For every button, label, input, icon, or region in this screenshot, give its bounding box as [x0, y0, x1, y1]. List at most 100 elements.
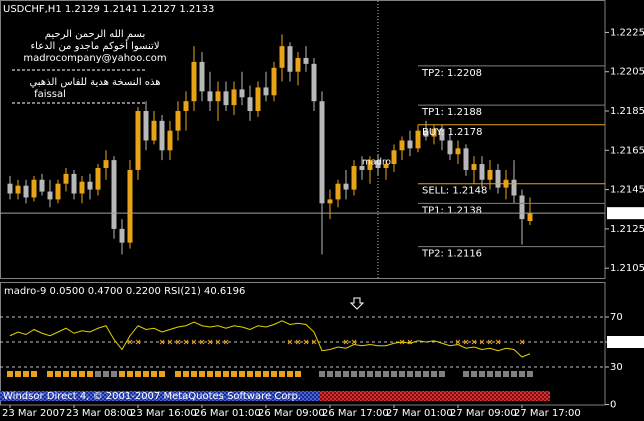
cross-marker: [487, 339, 493, 345]
candle-body: [455, 148, 461, 155]
cross-marker: [135, 339, 141, 345]
state-square: [143, 371, 149, 377]
y-tick-label: 0: [610, 400, 616, 411]
candle-body: [223, 91, 229, 106]
cross-marker: [303, 339, 309, 345]
candle-body: [407, 140, 413, 149]
panel-title: USDCHF,H1 1.2129 1.2141 1.2127 1.2133: [3, 4, 214, 15]
state-square: [495, 371, 501, 377]
candle-body: [143, 111, 149, 141]
candle-body: [207, 91, 213, 102]
cross-marker: [207, 339, 213, 345]
last-price-label: 1.2133: [610, 208, 644, 219]
candle-body: [279, 46, 285, 68]
state-square: [103, 371, 109, 377]
level-label: SELL: 1.2148: [422, 186, 487, 197]
candle-body: [23, 185, 29, 198]
candle-body: [359, 166, 365, 170]
candle-body: [199, 61, 205, 92]
candle-body: [439, 128, 445, 141]
candle-body: [247, 97, 253, 112]
annotation: هذه النسخة هدية للفاس الذهبي: [29, 77, 160, 88]
x-tick-label: 27 Mar 17:00: [514, 408, 581, 419]
candle-body: [119, 228, 125, 243]
state-square: [151, 371, 157, 377]
state-square: [23, 371, 29, 377]
cross-marker: [287, 339, 293, 345]
cross-marker: [199, 339, 205, 345]
candle-body: [87, 181, 93, 190]
x-tick-label: 26 Mar 01:00: [194, 408, 261, 419]
candle-body: [167, 130, 173, 151]
candle-body: [47, 191, 53, 200]
state-square: [255, 371, 261, 377]
panel-title: madro-9 0.0500 0.4700 0.2200 RSI(21) 40.…: [4, 286, 245, 297]
candle-body: [527, 213, 533, 222]
candle-body: [151, 120, 157, 141]
candle-body: [487, 169, 493, 180]
y-tick-label: 1.2165: [610, 145, 644, 156]
cross-marker: [183, 339, 189, 345]
level-label: TP2: 1.2116: [421, 249, 482, 260]
level-label: BUY: 1.2178: [422, 127, 483, 138]
y-tick-label: 1.2125: [610, 224, 644, 235]
candle-body: [287, 46, 293, 72]
footer: Windsor Direct 4, © 2001-2007 MetaQuotes…: [3, 391, 301, 402]
cross-marker: [215, 339, 221, 345]
candle-body: [447, 140, 453, 155]
state-square: [191, 371, 197, 377]
y-tick-label: 1.2105: [610, 263, 644, 274]
y-tick-label: 70: [610, 312, 623, 323]
cross-marker: [295, 339, 301, 345]
state-square: [239, 371, 245, 377]
candle-body: [271, 67, 277, 96]
state-square: [407, 371, 413, 377]
state-square: [79, 371, 85, 377]
candle-body: [367, 160, 373, 170]
candle-body: [7, 183, 13, 194]
state-square: [263, 371, 269, 377]
cross-marker: [471, 339, 477, 345]
state-square: [271, 371, 277, 377]
candle-body: [311, 63, 317, 102]
state-square: [351, 371, 357, 377]
state-square: [119, 371, 125, 377]
state-square: [15, 371, 21, 377]
state-square: [359, 371, 365, 377]
candle-body: [39, 179, 45, 192]
candle-body: [63, 173, 69, 184]
state-square: [295, 371, 301, 377]
candle-body: [431, 128, 437, 137]
candle-body: [135, 111, 141, 170]
candle-body: [71, 173, 77, 194]
state-square: [183, 371, 189, 377]
candle-body: [215, 91, 221, 102]
candle-body: [383, 164, 389, 168]
state-square: [519, 371, 525, 377]
candle-body: [103, 160, 109, 168]
candle-body: [191, 61, 197, 102]
candle-body: [471, 164, 477, 170]
state-square: [471, 371, 477, 377]
state-square: [47, 371, 53, 377]
annotation: madrocompany@yahoo.com: [23, 53, 166, 64]
candle-body: [79, 181, 85, 194]
y-tick-label: 1.2185: [610, 106, 644, 117]
candle-body: [159, 120, 165, 151]
state-square: [247, 371, 253, 377]
annotation: لاتنسوا أخوكم ماجدو من الدعاء: [30, 39, 159, 52]
state-square: [367, 371, 373, 377]
candle-body: [479, 164, 485, 180]
candle-body: [127, 169, 133, 243]
state-square: [287, 371, 293, 377]
state-square: [423, 371, 429, 377]
cross-marker: [495, 339, 501, 345]
y-tick-label: 1.2225: [610, 27, 644, 38]
cross-marker: [127, 339, 133, 345]
candle-body: [415, 130, 421, 149]
candle-body: [183, 101, 189, 112]
candle-body: [375, 160, 381, 168]
level-label: TP1: 1.2188: [421, 107, 482, 118]
cross-marker: [351, 339, 357, 345]
state-square: [527, 371, 533, 377]
